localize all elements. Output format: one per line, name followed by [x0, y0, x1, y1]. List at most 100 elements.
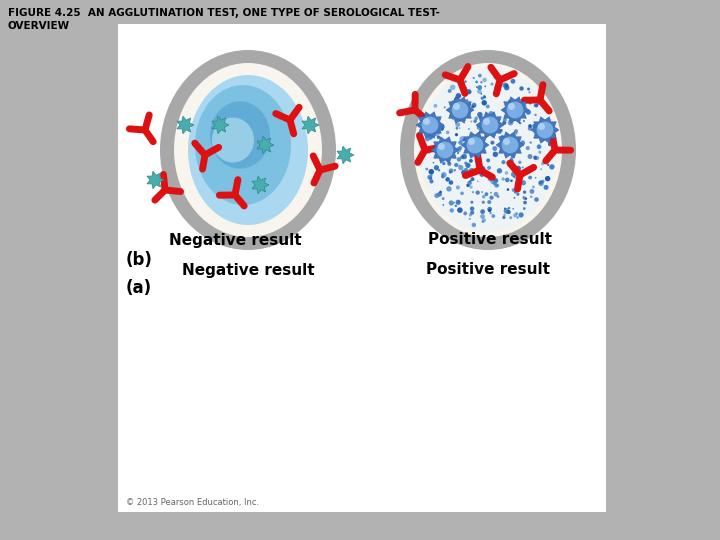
Circle shape	[483, 118, 490, 125]
Circle shape	[451, 100, 455, 104]
Circle shape	[477, 180, 479, 182]
Circle shape	[526, 110, 531, 115]
Circle shape	[505, 178, 510, 182]
Circle shape	[460, 155, 464, 159]
Circle shape	[544, 157, 547, 160]
Circle shape	[455, 113, 460, 118]
Circle shape	[453, 107, 454, 110]
Circle shape	[459, 208, 462, 211]
Circle shape	[513, 197, 516, 199]
Circle shape	[540, 168, 542, 170]
Circle shape	[549, 164, 554, 170]
Circle shape	[456, 93, 462, 99]
Circle shape	[471, 177, 474, 181]
Circle shape	[470, 206, 474, 211]
Circle shape	[482, 218, 486, 222]
Circle shape	[469, 213, 472, 217]
Circle shape	[437, 122, 441, 126]
Circle shape	[454, 205, 457, 207]
Circle shape	[442, 174, 444, 175]
Circle shape	[428, 120, 430, 122]
Polygon shape	[302, 116, 319, 134]
Polygon shape	[147, 171, 164, 189]
Circle shape	[473, 119, 477, 123]
Circle shape	[503, 216, 505, 219]
Circle shape	[457, 117, 462, 122]
Circle shape	[441, 158, 444, 161]
Circle shape	[480, 115, 481, 117]
Circle shape	[468, 91, 471, 93]
Text: © 2013 Pearson Education, Inc.: © 2013 Pearson Education, Inc.	[126, 498, 259, 507]
Circle shape	[508, 99, 512, 103]
Circle shape	[467, 89, 472, 94]
Circle shape	[453, 103, 460, 110]
Circle shape	[462, 171, 466, 175]
Circle shape	[451, 102, 469, 118]
Circle shape	[438, 169, 440, 171]
Circle shape	[502, 121, 506, 125]
Circle shape	[516, 217, 519, 219]
Circle shape	[508, 103, 515, 110]
Circle shape	[523, 196, 524, 198]
Circle shape	[449, 168, 454, 173]
Circle shape	[488, 177, 492, 181]
Circle shape	[530, 195, 533, 198]
Circle shape	[469, 218, 471, 220]
Text: Negative result: Negative result	[168, 233, 301, 247]
Circle shape	[441, 125, 444, 129]
Circle shape	[508, 207, 510, 210]
Circle shape	[488, 116, 494, 122]
Circle shape	[503, 118, 507, 122]
Circle shape	[464, 104, 466, 106]
Circle shape	[434, 193, 439, 198]
Ellipse shape	[210, 102, 270, 168]
Circle shape	[519, 86, 523, 91]
Circle shape	[449, 200, 454, 206]
Circle shape	[495, 184, 498, 188]
Circle shape	[548, 142, 552, 146]
Circle shape	[484, 103, 486, 105]
Circle shape	[468, 103, 472, 107]
Polygon shape	[212, 116, 229, 134]
Circle shape	[467, 112, 471, 115]
Circle shape	[449, 180, 453, 185]
Polygon shape	[177, 116, 194, 134]
Circle shape	[454, 97, 459, 102]
Circle shape	[477, 89, 482, 94]
Circle shape	[505, 171, 508, 175]
Circle shape	[454, 202, 455, 204]
Circle shape	[538, 123, 545, 130]
Circle shape	[482, 195, 485, 198]
Circle shape	[508, 105, 510, 107]
Circle shape	[486, 158, 490, 163]
Circle shape	[434, 131, 440, 137]
Circle shape	[433, 104, 437, 108]
Circle shape	[510, 104, 513, 107]
Circle shape	[523, 120, 525, 122]
Circle shape	[480, 93, 482, 94]
Circle shape	[534, 104, 539, 107]
Circle shape	[431, 136, 432, 137]
Circle shape	[505, 83, 508, 87]
Circle shape	[527, 87, 530, 91]
Circle shape	[446, 177, 450, 181]
Circle shape	[547, 164, 549, 166]
Circle shape	[440, 142, 443, 145]
Circle shape	[477, 134, 481, 138]
Circle shape	[430, 174, 433, 177]
Circle shape	[464, 168, 469, 173]
Circle shape	[433, 118, 438, 123]
Circle shape	[429, 177, 432, 180]
Polygon shape	[252, 176, 269, 194]
Circle shape	[480, 143, 481, 145]
Circle shape	[521, 166, 523, 168]
Circle shape	[495, 83, 500, 87]
Circle shape	[449, 115, 453, 118]
Circle shape	[508, 120, 513, 125]
Circle shape	[485, 123, 490, 129]
Circle shape	[437, 192, 442, 197]
Circle shape	[477, 112, 482, 117]
Circle shape	[545, 176, 550, 181]
Circle shape	[483, 167, 485, 170]
Circle shape	[442, 162, 446, 165]
